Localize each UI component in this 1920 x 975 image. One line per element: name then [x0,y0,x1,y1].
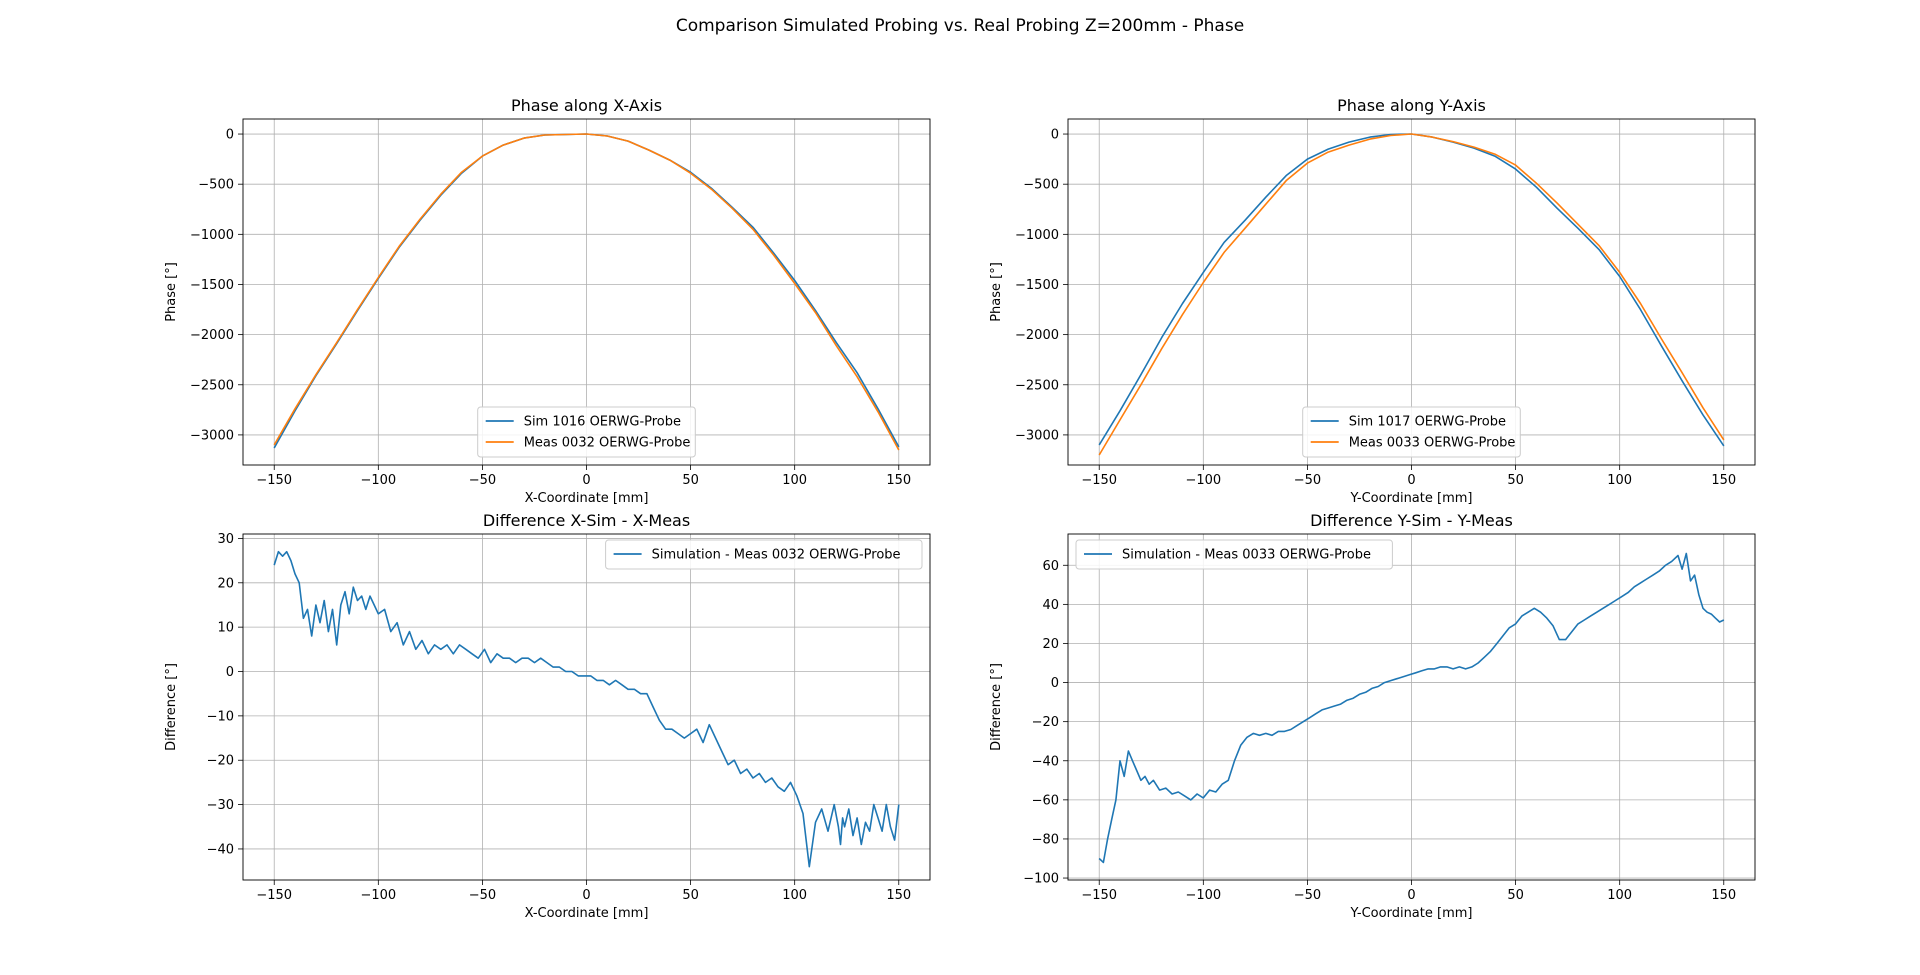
x-tick-label: −150 [1081,473,1117,488]
x-tick-label: 100 [1607,888,1632,903]
x-tick-label: 50 [682,888,699,903]
y-tick-label: 0 [226,128,234,143]
x-tick-label: 0 [1407,888,1415,903]
series-line [1098,133,1725,456]
y-tick-label: −3000 [1015,428,1059,443]
x-tick-label: −150 [1081,888,1117,903]
y-tick-label: −20 [207,754,234,769]
x-axis-label: Y-Coordinate [mm] [1350,491,1473,506]
y-axis-label: Phase [°] [989,262,1004,322]
y-tick-label: 20 [1042,637,1059,652]
y-tick-label: −60 [1032,793,1059,808]
y-axis-label: Difference [°] [989,663,1004,751]
x-tick-label: 0 [582,473,590,488]
subplot-title: Difference Y-Sim - Y-Meas [1310,511,1513,530]
y-tick-label: −80 [1032,832,1059,847]
y-tick-label: −2500 [1015,378,1059,393]
y-tick-label: 10 [217,621,234,636]
x-tick-label: −50 [1294,473,1321,488]
y-tick-label: −20 [1032,715,1059,730]
legend-label: Sim 1017 OERWG-Probe [1349,415,1506,430]
y-tick-label: 0 [1051,128,1059,143]
y-tick-label: −2000 [1015,328,1059,343]
y-tick-label: −10 [207,709,234,724]
y-tick-label: −1500 [1015,278,1059,293]
legend-box [1075,539,1393,570]
x-axis-label: Y-Coordinate [mm] [1350,906,1473,921]
axes-frame [1067,533,1756,881]
legend-box [1302,406,1521,458]
y-tick-label: 0 [226,665,234,680]
y-tick-label: 20 [217,576,234,591]
series-line [273,550,900,868]
x-tick-label: −100 [1185,473,1221,488]
y-tick-label: −1000 [1015,228,1059,243]
y-axis-label: Difference [°] [164,663,179,751]
x-axis-label: X-Coordinate [mm] [525,491,649,506]
y-tick-label: −1500 [190,278,234,293]
legend-label: Meas 0032 OERWG-Probe [524,436,691,451]
y-tick-label: −40 [207,842,234,857]
y-tick-label: −2000 [190,328,234,343]
x-tick-label: 50 [682,473,699,488]
axes-frame [242,533,931,881]
x-tick-label: 150 [1711,473,1736,488]
x-tick-label: −100 [360,473,396,488]
y-tick-label: −1000 [190,228,234,243]
x-tick-label: 0 [582,888,590,903]
legend-label: Sim 1016 OERWG-Probe [524,415,681,430]
legend-label: Simulation - Meas 0032 OERWG-Probe [652,548,901,563]
axes-frame [1067,118,1756,466]
subplot-title: Phase along X-Axis [511,96,662,115]
legend-label: Meas 0033 OERWG-Probe [1349,436,1516,451]
legend-label: Simulation - Meas 0033 OERWG-Probe [1122,548,1371,563]
x-tick-label: −50 [1294,888,1321,903]
y-tick-label: −500 [198,178,234,193]
x-tick-label: 0 [1407,473,1415,488]
y-tick-label: −40 [1032,754,1059,769]
x-tick-label: −100 [1185,888,1221,903]
y-axis-label: Phase [°] [164,262,179,322]
y-tick-label: 30 [217,532,234,547]
series-line [273,133,900,451]
x-axis-label: X-Coordinate [mm] [525,906,649,921]
figure-suptitle: Comparison Simulated Probing vs. Real Pr… [675,16,1245,36]
axes-frame [242,118,931,466]
x-tick-label: 50 [1507,473,1524,488]
x-tick-label: −50 [469,473,496,488]
x-tick-label: −50 [469,888,496,903]
x-tick-label: 50 [1507,888,1524,903]
x-tick-label: 150 [1711,888,1736,903]
x-tick-label: 100 [782,473,807,488]
subplot-title: Phase along Y-Axis [1337,96,1486,115]
y-tick-label: 0 [1051,676,1059,691]
legend-box [605,539,923,570]
y-tick-label: −500 [1023,178,1059,193]
x-tick-label: 100 [782,888,807,903]
y-tick-label: −2500 [190,378,234,393]
y-tick-label: 40 [1042,598,1059,613]
x-tick-label: 150 [886,888,911,903]
y-tick-label: 60 [1042,559,1059,574]
x-tick-label: −150 [256,888,292,903]
series-line [1098,552,1725,864]
y-tick-label: −3000 [190,428,234,443]
x-tick-label: 150 [886,473,911,488]
x-tick-label: −150 [256,473,292,488]
subplot-title: Difference X-Sim - X-Meas [483,511,690,530]
x-tick-label: 100 [1607,473,1632,488]
y-tick-label: −30 [207,798,234,813]
legend-box [477,406,696,458]
y-tick-label: −100 [1023,872,1059,887]
x-tick-label: −100 [360,888,396,903]
